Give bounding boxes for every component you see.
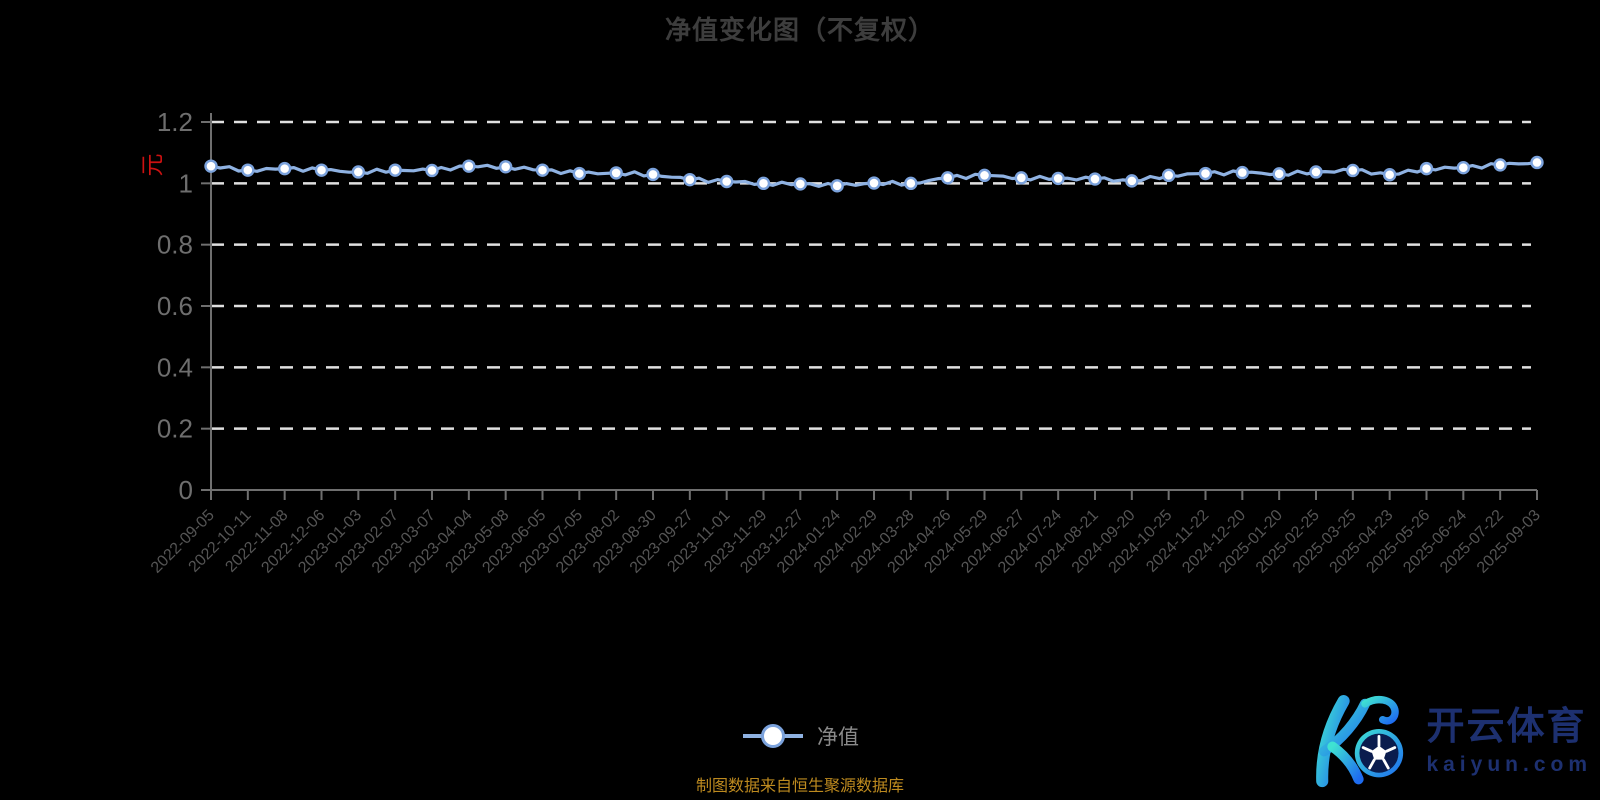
data-point[interactable] bbox=[1530, 155, 1544, 170]
data-point[interactable] bbox=[1272, 167, 1286, 181]
data-point[interactable] bbox=[719, 174, 734, 189]
logo-swirl bbox=[1361, 695, 1399, 725]
data-point[interactable] bbox=[1235, 165, 1250, 180]
data-point[interactable] bbox=[241, 163, 255, 177]
data-point[interactable] bbox=[351, 165, 366, 179]
netvalue-line-chart: 00.20.40.60.811.22022-09-052022-10-11202… bbox=[148, 107, 1544, 577]
data-point[interactable] bbox=[904, 176, 918, 191]
football-seams bbox=[1361, 735, 1397, 770]
data-point[interactable] bbox=[572, 166, 587, 181]
data-point[interactable] bbox=[1419, 161, 1434, 176]
data-point[interactable] bbox=[1382, 168, 1397, 182]
data-point[interactable] bbox=[1198, 166, 1213, 181]
data-point[interactable] bbox=[1309, 165, 1323, 179]
data-point[interactable] bbox=[1493, 158, 1507, 172]
data-point[interactable] bbox=[462, 159, 476, 173]
kaiyun-logo-mark-icon bbox=[1316, 695, 1404, 788]
y-tick-label: 1 bbox=[179, 168, 193, 198]
data-point[interactable] bbox=[830, 179, 844, 193]
y-tick-label: 1.2 bbox=[157, 107, 193, 137]
logo-k-stem bbox=[1316, 695, 1350, 788]
data-point[interactable] bbox=[609, 166, 623, 180]
data-point[interactable] bbox=[1456, 160, 1471, 175]
data-point[interactable] bbox=[314, 163, 329, 177]
data-source-note: 制图数据来自恒生聚源数据库 bbox=[695, 778, 904, 795]
football-pentagon bbox=[1371, 745, 1387, 760]
data-point[interactable] bbox=[1014, 171, 1029, 185]
data-point[interactable] bbox=[867, 176, 881, 190]
data-point[interactable] bbox=[646, 167, 660, 182]
data-point[interactable] bbox=[425, 163, 439, 178]
y-tick-label: 0.6 bbox=[157, 291, 193, 321]
y-tick-label: 0.8 bbox=[157, 230, 193, 260]
legend-item-netvalue[interactable]: 净值 bbox=[0, 721, 1600, 751]
logo-brand-name: 开云体育 bbox=[1426, 706, 1587, 749]
data-point[interactable] bbox=[204, 159, 218, 173]
data-point[interactable] bbox=[1161, 168, 1176, 183]
y-tick-label: 0.2 bbox=[157, 414, 193, 444]
y-tick-label: 0 bbox=[179, 475, 193, 505]
data-point[interactable] bbox=[277, 161, 292, 176]
logo-k-leg bbox=[1327, 741, 1364, 785]
data-point[interactable] bbox=[1346, 163, 1360, 178]
data-point[interactable] bbox=[683, 172, 697, 187]
y-tick-label: 0.4 bbox=[157, 352, 193, 382]
data-point[interactable] bbox=[793, 177, 808, 191]
data-point[interactable] bbox=[498, 160, 513, 174]
chart-title: 净值变化图（不复权） bbox=[664, 15, 935, 45]
data-point[interactable] bbox=[1125, 174, 1139, 188]
data-point[interactable] bbox=[756, 176, 771, 191]
data-point[interactable] bbox=[1051, 171, 1065, 186]
data-point[interactable] bbox=[388, 163, 402, 177]
data-point[interactable] bbox=[1088, 172, 1102, 186]
data-point[interactable] bbox=[977, 168, 992, 183]
legend-label: 净值 bbox=[817, 726, 859, 749]
legend-marker-icon bbox=[743, 724, 803, 748]
logo-domain: kaiyun.com bbox=[1426, 752, 1592, 776]
data-point[interactable] bbox=[940, 171, 955, 185]
kaiyun-logo[interactable]: 开云体育 kaiyun.com bbox=[1312, 692, 1592, 792]
data-point[interactable] bbox=[535, 163, 550, 177]
